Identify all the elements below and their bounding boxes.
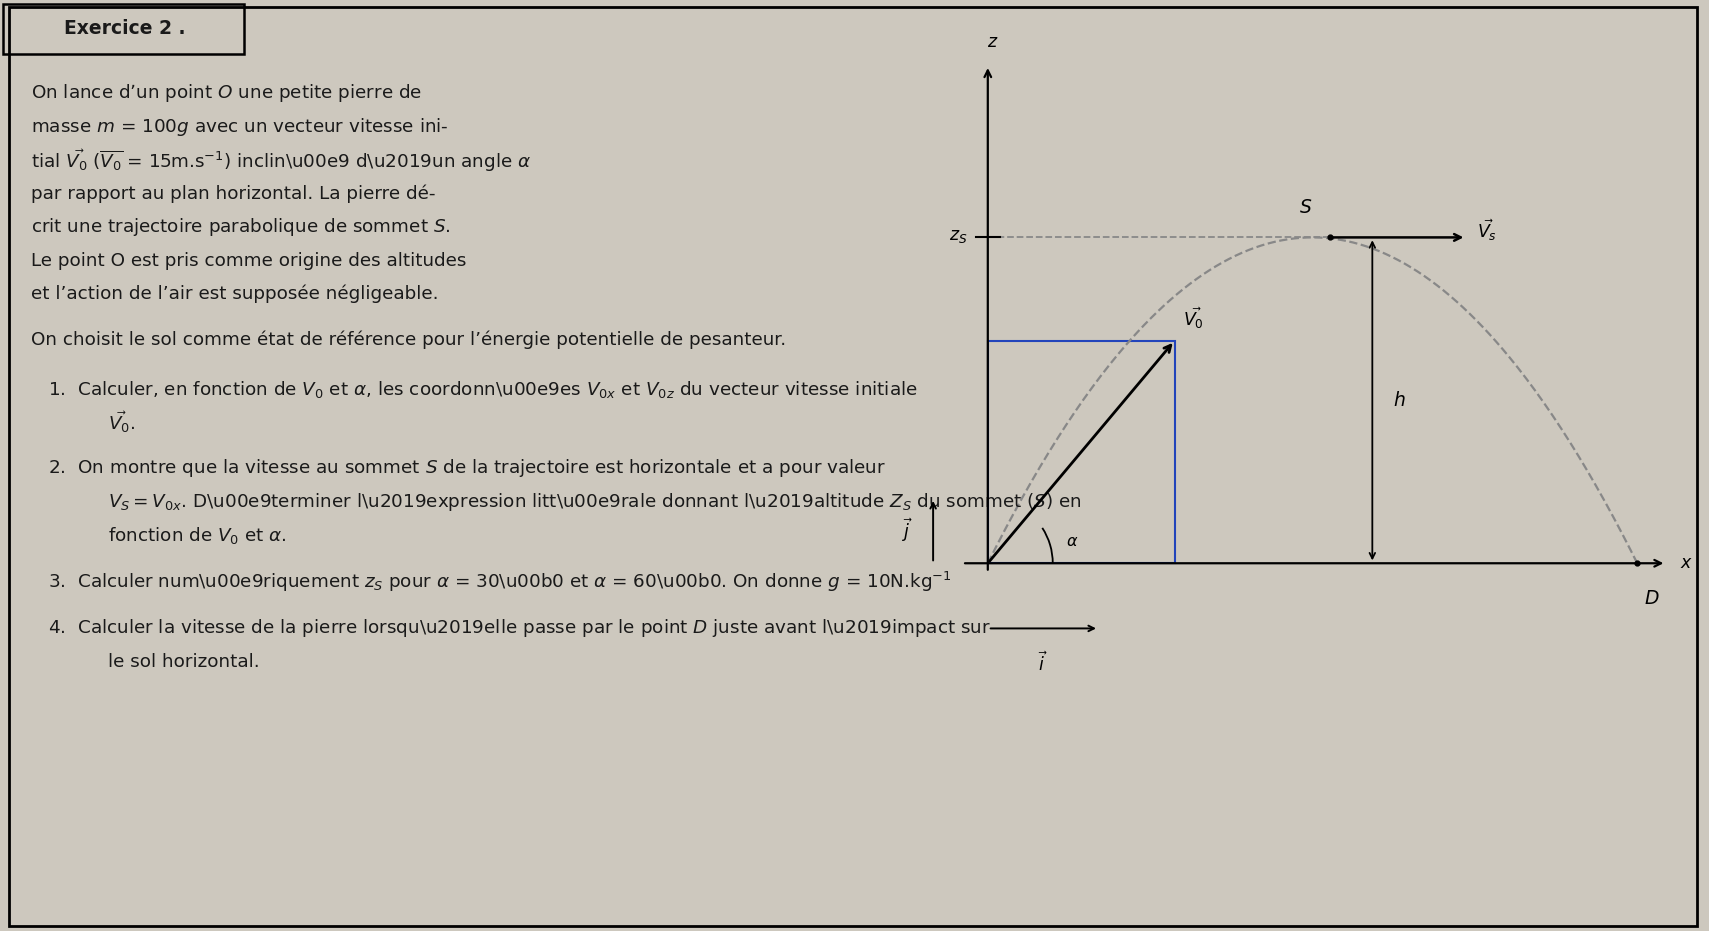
Text: 4.  Calculer la vitesse de la pierre lorsqu\u2019elle passe par le point $D$ jus: 4. Calculer la vitesse de la pierre lors… xyxy=(48,617,991,640)
Text: le sol horizontal.: le sol horizontal. xyxy=(108,653,260,671)
Text: On choisit le sol comme état de référence pour l’énergie potentielle de pesanteu: On choisit le sol comme état de référenc… xyxy=(31,331,786,349)
Text: fonction de $V_0$ et $\alpha$.: fonction de $V_0$ et $\alpha$. xyxy=(108,525,287,546)
FancyBboxPatch shape xyxy=(3,4,244,54)
Text: Le point O est pris comme origine des altitudes: Le point O est pris comme origine des al… xyxy=(31,251,467,270)
Text: tial $\vec{V_0}$ ($\overline{V_0}$ = 15m.s$^{-1}$) inclin\u00e9 d\u2019un angle : tial $\vec{V_0}$ ($\overline{V_0}$ = 15m… xyxy=(31,147,531,173)
Text: $\vec{V_s}$: $\vec{V_s}$ xyxy=(1477,217,1497,243)
Text: $z_S$: $z_S$ xyxy=(948,226,967,245)
Text: et l’action de l’air est supposée négligeable.: et l’action de l’air est supposée néglig… xyxy=(31,285,438,304)
Text: 2.  On montre que la vitesse au sommet $S$ de la trajectoire est horizontale et : 2. On montre que la vitesse au sommet $S… xyxy=(48,457,885,479)
Text: Exercice 2 .: Exercice 2 . xyxy=(63,20,186,38)
Text: $S$: $S$ xyxy=(1299,198,1313,217)
Text: $V_S = V_{0x}$. D\u00e9terminer l\u2019expression litt\u00e9rale donnant l\u2019: $V_S = V_{0x}$. D\u00e9terminer l\u2019e… xyxy=(108,491,1082,513)
Text: $\alpha$: $\alpha$ xyxy=(1066,534,1078,549)
Text: $z$: $z$ xyxy=(988,34,998,51)
Text: $\vec{i}$: $\vec{i}$ xyxy=(1039,652,1048,675)
Text: $x$: $x$ xyxy=(1680,554,1694,573)
Text: masse $m$ = 100$g$ avec un vecteur vitesse ini-: masse $m$ = 100$g$ avec un vecteur vites… xyxy=(31,115,448,138)
Text: crit une trajectoire parabolique de sommet $S$.: crit une trajectoire parabolique de somm… xyxy=(31,216,451,238)
Text: $\vec{j}$: $\vec{j}$ xyxy=(902,517,913,545)
Text: $h$: $h$ xyxy=(1393,391,1405,410)
Text: $\vec{V_0}$: $\vec{V_0}$ xyxy=(1183,305,1203,331)
Text: par rapport au plan horizontal. La pierre dé-: par rapport au plan horizontal. La pierr… xyxy=(31,184,436,203)
Text: $D$: $D$ xyxy=(1644,589,1659,608)
Text: $\vec{V_0}$.: $\vec{V_0}$. xyxy=(108,409,135,435)
Bar xyxy=(988,341,1174,563)
Text: 3.  Calculer num\u00e9riquement $z_S$ pour $\alpha$ = 30\u00b0 et $\alpha$ = 60\: 3. Calculer num\u00e9riquement $z_S$ pou… xyxy=(48,570,952,594)
Text: On lance d’un point $O$ une petite pierre de: On lance d’un point $O$ une petite pierr… xyxy=(31,82,422,104)
Text: 1.  Calculer, en fonction de $V_0$ et $\alpha$, les coordonn\u00e9es $V_{0x}$ et: 1. Calculer, en fonction de $V_0$ et $\a… xyxy=(48,379,918,399)
